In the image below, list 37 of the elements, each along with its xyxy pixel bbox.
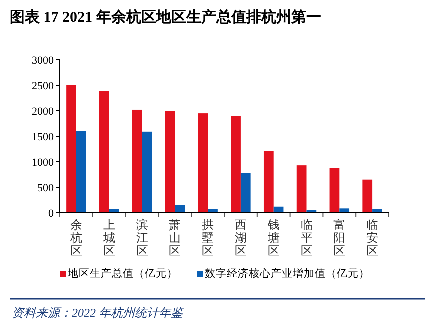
bar <box>66 86 76 213</box>
y-tick-label: 1500 <box>32 131 54 144</box>
chart-title: 图表 17 2021 年余杭区地区生产总值排杭州第一 <box>10 8 322 26</box>
bar <box>372 209 382 213</box>
bar <box>296 166 307 213</box>
bar <box>132 110 142 213</box>
y-tick-label: 3000 <box>32 54 54 67</box>
bar <box>362 180 373 213</box>
x-tick-label: 西湖区 <box>234 218 247 258</box>
x-tick-label: 钱塘区 <box>266 218 280 258</box>
y-tick-label: 2000 <box>32 106 54 118</box>
bar <box>340 208 350 213</box>
y-tick-label: 1000 <box>32 156 54 169</box>
bar <box>175 205 186 213</box>
x-tick-label: 临安区 <box>366 218 379 258</box>
x-tick-label: 拱墅区 <box>202 218 214 258</box>
x-tick-label: 萧山区 <box>169 218 182 258</box>
legend-label: 数字经济核心产业增加值（亿元） <box>205 267 370 280</box>
bar <box>264 151 274 213</box>
bar <box>231 116 241 213</box>
x-tick-label: 临平区 <box>300 218 313 258</box>
bar <box>76 131 86 213</box>
text: 资料来源：2022 年杭州统计年鉴 <box>12 306 185 320</box>
x-tick-label: 滨江区 <box>136 218 148 258</box>
bar <box>240 173 251 213</box>
x-tick-label: 上城区 <box>102 218 116 258</box>
y-tick-label: 500 <box>38 182 54 194</box>
bar <box>99 91 110 213</box>
x-tick-label: 富阳区 <box>334 218 346 258</box>
legend-label: 地区生产总值（亿元） <box>67 267 178 280</box>
y-tick-label: 2500 <box>32 80 54 92</box>
bar <box>198 114 208 213</box>
bar <box>142 132 152 213</box>
y-tick-label: 0 <box>48 208 54 220</box>
bar <box>165 111 176 213</box>
bar <box>330 168 340 213</box>
x-tick-label: 余杭区 <box>69 218 82 258</box>
